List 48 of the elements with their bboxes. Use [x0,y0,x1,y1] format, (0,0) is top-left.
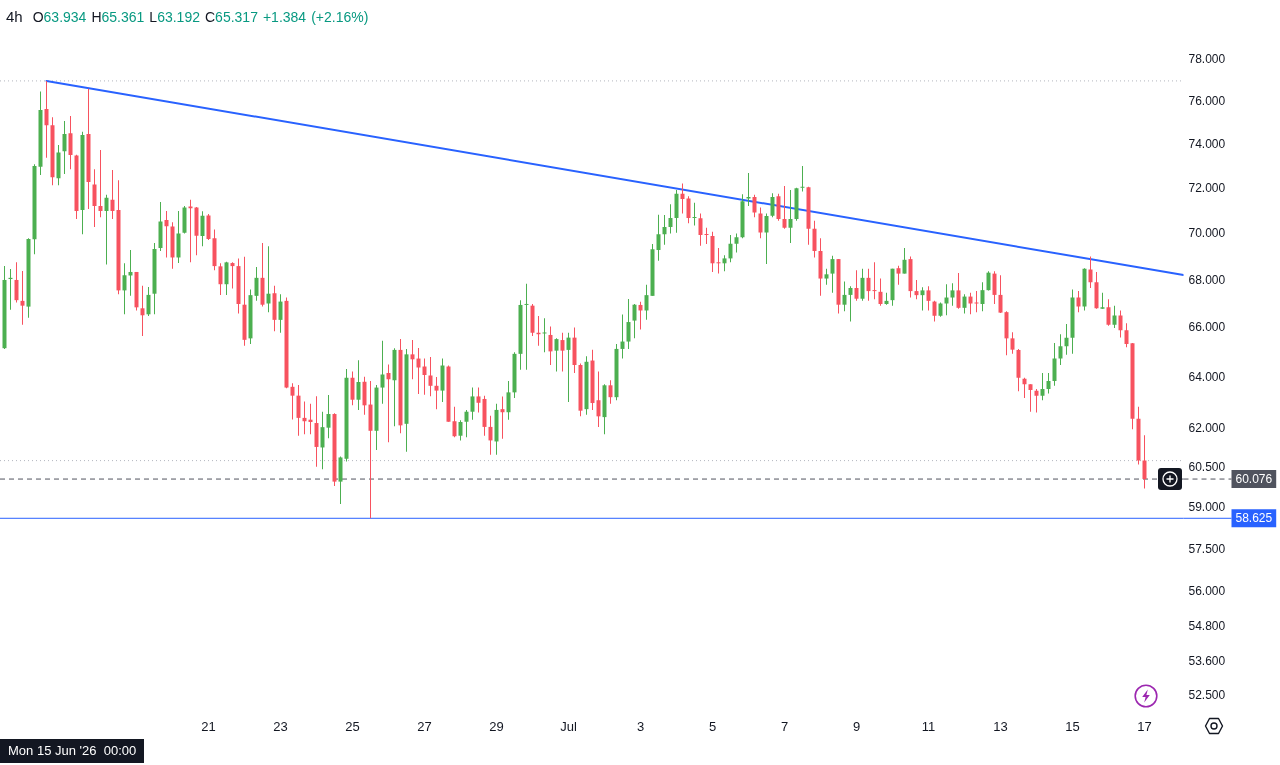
y-tick-label: 64.000 [1188,369,1226,384]
y-tick-label: 62.000 [1188,420,1226,435]
y-tick-label: 68.000 [1188,272,1226,287]
y-tick-label: 72.000 [1188,180,1226,195]
y-tick-label: 74.000 [1188,136,1226,151]
y-tick-label: 53.600 [1188,654,1226,669]
y-tick-label: 52.500 [1188,687,1226,702]
candlestick [704,227,709,245]
candlestick [716,247,721,274]
x-tick-label: 23 [273,718,288,734]
y-tick-label: 70.000 [1188,225,1226,240]
y-tick-label: 57.500 [1188,541,1226,556]
chart-title: 4h [6,8,23,25]
candlestick [872,262,877,300]
y-tick-label: 76.000 [1188,94,1226,108]
candlestick [20,271,25,325]
x-tick-label: 5 [708,718,717,734]
candlestick [98,149,103,218]
y-tick-label: 59.000 [1188,500,1226,515]
text: O63.934 H65.361 L63.192 C65.317 +1.384 (+2.16%) [32,9,369,25]
candlestick [800,165,805,192]
x-tick-label: 13 [993,718,1008,734]
candlestick [500,396,505,439]
candlestick [524,283,529,370]
candlestick [542,318,547,353]
ref-line-label: 58.625 [1235,511,1273,526]
candlestick [974,291,979,313]
x-tick-label: 3 [636,718,645,734]
x-tick-label: 25 [345,718,360,734]
y-tick-label: 60.500 [1188,460,1226,475]
candlestick [692,202,697,226]
y-tick-label: 66.000 [1188,320,1226,335]
y-tick-label: 78.000 [1188,52,1226,67]
ref-line-label: 60.076 [1235,471,1273,486]
candlestick [746,172,751,206]
x-tick-label: 29 [489,718,504,734]
y-tick-label: 56.000 [1188,584,1226,599]
x-tick-label: 15 [1065,718,1080,734]
x-tick-label: 9 [852,718,861,734]
x-tick-label: Jul [560,718,577,734]
x-tick-label: 17 [1137,718,1152,734]
x-tick-label: 11 [921,718,936,734]
candlestick [386,364,391,443]
x-tick-label: 21 [201,718,216,734]
text: Mon 15 Jun '26 00:00 [0,739,145,763]
y-tick-label: 54.800 [1188,618,1226,633]
x-tick-label: 27 [417,718,432,734]
x-tick-label: 7 [780,718,789,734]
